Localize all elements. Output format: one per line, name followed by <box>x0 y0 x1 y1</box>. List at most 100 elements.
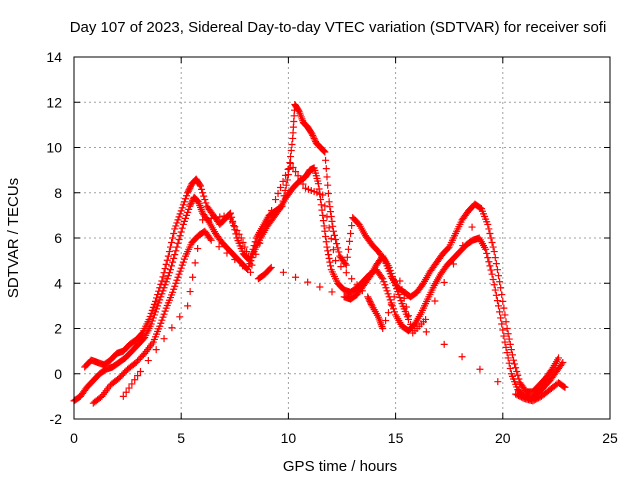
data-point-interp <box>177 264 185 272</box>
data-point-interp <box>174 273 182 281</box>
data-point-interp <box>239 262 247 270</box>
data-point-interp <box>344 245 352 253</box>
data-point-interp <box>496 278 504 286</box>
data-point <box>179 220 187 228</box>
data-point-interp <box>149 314 157 322</box>
data-point-interp <box>155 299 163 307</box>
data-point-interp <box>241 243 249 251</box>
data-points <box>70 101 569 407</box>
data-point-interp <box>493 266 501 274</box>
data-point-interp <box>248 249 256 257</box>
data-point-interp <box>431 297 439 305</box>
data-point-interp <box>500 304 508 312</box>
data-point <box>379 275 387 283</box>
data-point-interp <box>387 301 395 309</box>
data-point <box>199 216 207 224</box>
data-point-interp <box>176 232 184 240</box>
y-tick-label: 8 <box>54 185 62 201</box>
data-point <box>482 245 490 253</box>
data-point-interp <box>171 251 179 259</box>
data-point-interp <box>235 230 243 238</box>
y-tick-label: 6 <box>54 230 62 246</box>
data-point-interp <box>170 285 178 293</box>
data-point-interp <box>183 211 191 219</box>
data-point <box>267 263 275 271</box>
data-point-interp <box>212 214 220 222</box>
data-point <box>169 288 177 296</box>
data-point-interp <box>229 219 237 227</box>
data-point-interp <box>172 247 180 255</box>
data-point <box>287 159 295 167</box>
data-point-interp <box>346 237 354 245</box>
data-point-interp <box>487 266 495 274</box>
data-point-interp <box>164 272 172 280</box>
data-point <box>392 282 400 290</box>
data-point-interp <box>322 156 330 164</box>
data-point-interp <box>180 255 188 263</box>
data-point-interp <box>309 133 317 141</box>
data-point-interp <box>365 296 373 304</box>
data-point-interp <box>286 159 294 167</box>
data-point-interp <box>324 247 332 255</box>
data-point <box>559 358 567 366</box>
data-point-interp <box>386 266 394 274</box>
data-point-interp <box>499 297 507 305</box>
grid <box>74 57 610 419</box>
data-point-interp <box>201 196 209 204</box>
data-point-interp <box>458 353 466 361</box>
y-tick-label: -2 <box>50 411 63 427</box>
data-point-interp <box>256 239 264 247</box>
data-point-interp <box>492 260 500 268</box>
data-point-interp <box>200 192 208 200</box>
data-point <box>272 196 280 204</box>
data-point-interp <box>316 283 324 291</box>
data-point-interp <box>156 284 164 292</box>
data-point-interp <box>494 378 502 386</box>
data-point-interp <box>161 307 169 315</box>
data-point-interp <box>366 297 374 305</box>
data-point-interp <box>315 185 323 193</box>
data-point-interp <box>159 313 167 321</box>
data-point <box>151 297 159 305</box>
data-point <box>422 315 430 323</box>
data-point <box>175 270 183 278</box>
x-tick-label: 20 <box>495 430 511 446</box>
data-point-interp <box>326 203 334 211</box>
data-point-interp <box>449 260 457 268</box>
data-point-interp <box>160 269 168 277</box>
y-tick-label: 0 <box>54 366 62 382</box>
data-point-interp <box>389 275 397 283</box>
data-point-interp <box>491 286 499 294</box>
data-point-interp <box>384 309 392 317</box>
data-point-interp <box>184 208 192 216</box>
chart-title: Day 107 of 2023, Sidereal Day-to-day VTE… <box>70 19 607 36</box>
data-point <box>145 315 153 323</box>
data-point-interp <box>150 300 158 308</box>
data-point-interp <box>324 251 332 259</box>
data-point-interp <box>499 326 507 334</box>
data-point-interp <box>186 201 194 209</box>
data-point-interp <box>386 296 394 304</box>
data-point-interp <box>148 317 156 325</box>
data-point-interp <box>168 262 176 270</box>
data-point-interp <box>329 246 337 254</box>
data-point-interp <box>393 285 401 293</box>
data-point-interp <box>311 136 319 144</box>
data-point <box>154 302 162 310</box>
x-tick-label: 5 <box>177 430 185 446</box>
y-tick-label: 12 <box>46 94 62 110</box>
data-point-interp <box>504 330 512 338</box>
data-point-interp <box>508 351 516 359</box>
data-point-interp <box>503 349 511 357</box>
data-point-interp <box>498 291 506 299</box>
data-point-interp <box>233 226 241 234</box>
data-point-interp <box>277 203 285 211</box>
data-point-interp <box>170 254 178 262</box>
data-point-interp <box>558 360 566 368</box>
data-point-interp <box>194 245 202 253</box>
data-point-interp <box>367 299 375 307</box>
data-point-interp <box>323 173 331 181</box>
data-point-interp <box>318 206 326 214</box>
data-point-interp <box>216 213 224 221</box>
data-point <box>396 277 404 285</box>
